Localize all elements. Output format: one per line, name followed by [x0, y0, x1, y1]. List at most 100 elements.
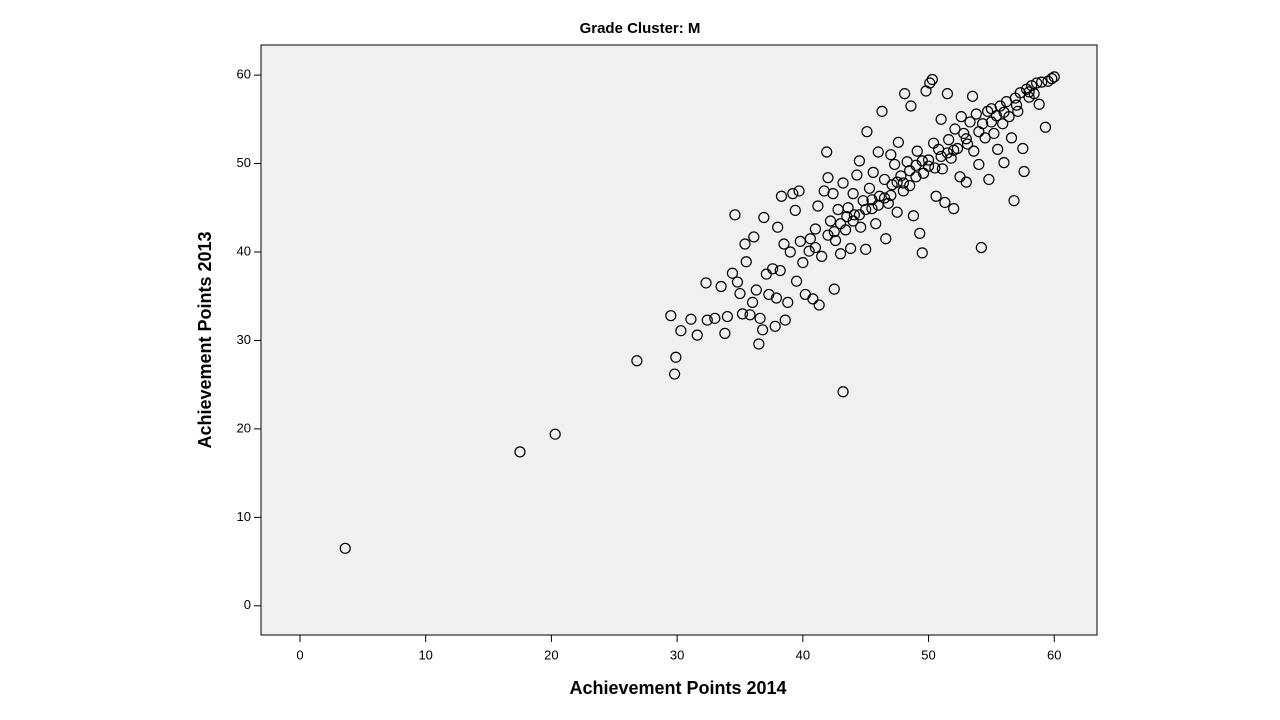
point	[784, 246, 796, 258]
point	[847, 188, 859, 200]
y-axis-title: Achievement Points 2013	[195, 231, 215, 448]
point	[778, 238, 790, 250]
point	[736, 308, 749, 320]
point	[961, 138, 974, 150]
point	[948, 144, 960, 156]
point	[834, 218, 847, 230]
point	[958, 127, 970, 140]
point	[880, 233, 892, 245]
point	[1018, 165, 1030, 178]
x-axis-title: Achievement Points 2014	[569, 678, 786, 698]
point	[979, 132, 991, 144]
point	[715, 280, 727, 293]
point	[973, 158, 985, 171]
point	[813, 299, 825, 311]
point	[809, 223, 822, 235]
point	[899, 88, 911, 100]
point	[1017, 142, 1029, 155]
point	[675, 325, 687, 337]
point	[1005, 132, 1018, 144]
x-tick-label: 0	[296, 647, 303, 662]
point	[1012, 105, 1024, 117]
point	[709, 312, 721, 324]
point	[822, 229, 834, 241]
point	[851, 169, 863, 181]
point	[878, 192, 891, 204]
point	[968, 145, 980, 157]
x-tick-label: 20	[544, 647, 558, 662]
point	[790, 275, 803, 287]
point	[549, 428, 561, 440]
point	[926, 73, 938, 86]
point	[812, 200, 824, 212]
point	[855, 221, 867, 233]
point	[860, 243, 872, 255]
point	[750, 284, 762, 296]
point	[866, 203, 878, 215]
point	[853, 209, 866, 221]
point	[885, 189, 897, 201]
point	[916, 155, 928, 167]
point	[739, 238, 751, 250]
y-tick-label: 10	[237, 509, 251, 524]
point	[892, 136, 904, 148]
point	[729, 209, 741, 221]
point	[685, 313, 697, 325]
point	[930, 190, 942, 202]
point	[807, 293, 819, 305]
x-tick-label: 50	[921, 647, 935, 662]
point	[726, 267, 739, 279]
point	[983, 173, 995, 186]
point	[897, 177, 910, 189]
y-tick-label: 40	[237, 243, 251, 258]
point	[844, 242, 857, 255]
point	[744, 309, 756, 321]
point	[1010, 99, 1023, 111]
point	[821, 146, 833, 158]
point	[998, 157, 1010, 169]
point	[514, 446, 526, 458]
point	[998, 106, 1010, 118]
point	[1008, 195, 1020, 207]
x-tick-label: 30	[670, 647, 684, 662]
point	[789, 204, 801, 217]
chart-title: Grade Cluster: M	[580, 20, 701, 37]
point	[770, 292, 783, 304]
point	[782, 296, 794, 309]
point	[670, 351, 682, 363]
point	[848, 209, 860, 221]
point	[939, 196, 951, 209]
point	[916, 247, 928, 259]
point	[740, 256, 752, 268]
point	[746, 296, 759, 309]
point	[924, 77, 936, 89]
point	[721, 310, 734, 323]
point	[779, 314, 791, 326]
point	[734, 287, 746, 300]
point	[885, 149, 897, 161]
x-tick-label: 60	[1047, 647, 1061, 662]
point	[973, 126, 985, 138]
point	[904, 165, 916, 177]
point	[828, 226, 840, 238]
point	[701, 314, 713, 326]
plot-area	[260, 44, 1098, 636]
point	[827, 188, 839, 200]
point	[753, 338, 765, 350]
point	[816, 250, 828, 263]
y-tick-label: 50	[237, 155, 251, 170]
y-tick-label: 60	[237, 67, 251, 82]
x-tick-label: 40	[796, 647, 810, 662]
point	[691, 329, 703, 341]
point	[870, 218, 882, 230]
y-tick-label: 0	[244, 597, 251, 612]
point	[631, 355, 643, 367]
point	[960, 133, 972, 145]
point	[960, 176, 972, 188]
point	[841, 211, 853, 223]
point	[803, 245, 815, 257]
point	[992, 143, 1004, 155]
point	[888, 158, 901, 171]
point	[339, 542, 351, 554]
